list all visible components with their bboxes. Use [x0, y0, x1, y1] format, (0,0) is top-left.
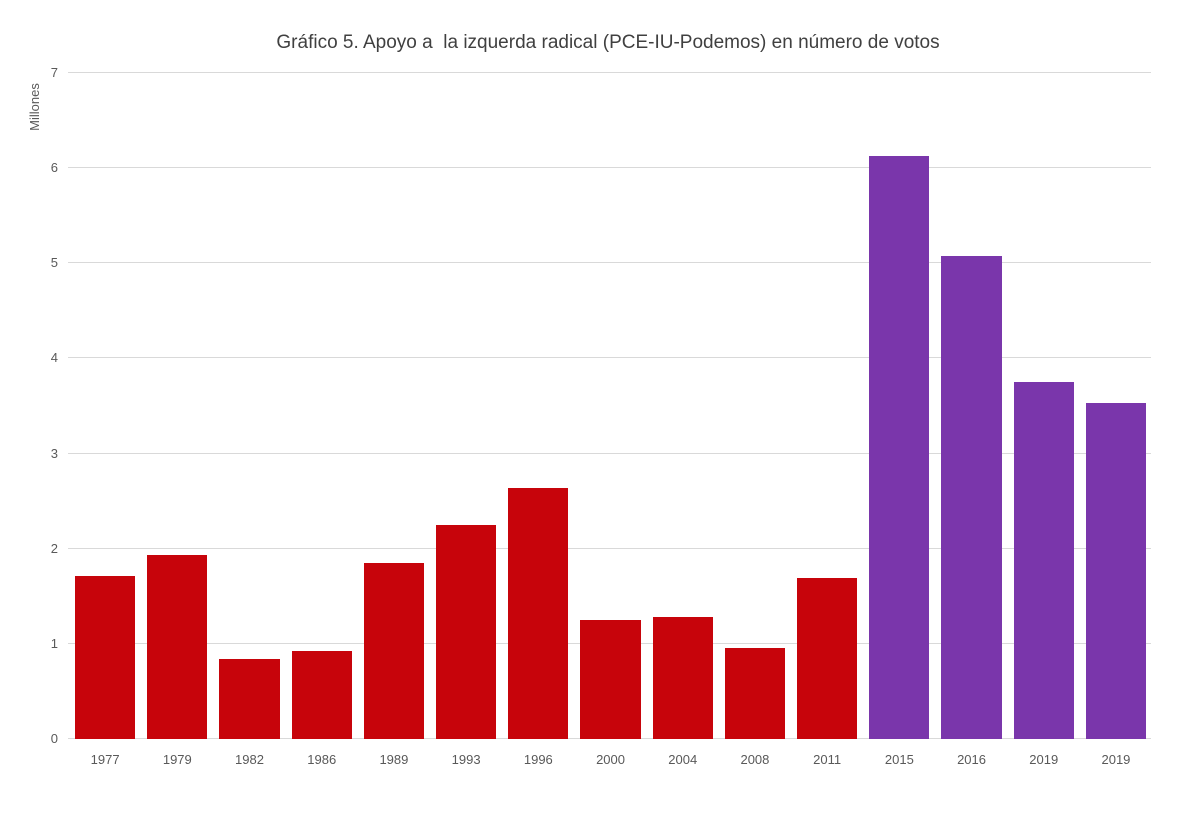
x-axis-labels: 1977 1979 1982 1986 1989 1993 1996 2000 2004 2008… [65, 751, 1151, 768]
bar-2008-9 [724, 647, 786, 739]
gridline-2 [68, 547, 1151, 549]
gridline-5 [68, 262, 1151, 264]
x-tick-label-2019-13: 2019 [1029, 752, 1059, 767]
bar-2019-13 [1013, 382, 1074, 739]
bar-2019-14 [1085, 403, 1147, 739]
bar-2000-7 [580, 620, 641, 739]
bar-1982-2 [219, 659, 280, 739]
y-tick-label-2: 2 [50, 540, 58, 556]
x-tick-label-1996-6: 1996 [523, 752, 553, 767]
bar-2004-8 [652, 617, 713, 739]
chart-title: Gráfico 5. Apoyo a la izquerda radical (… [276, 32, 940, 53]
bar-1989-4 [363, 563, 425, 739]
gridline-3 [68, 452, 1151, 454]
x-tick-label-2011-10: 2011 [813, 752, 842, 767]
y-tick-label-4: 4 [50, 350, 58, 366]
y-tick-label-6: 6 [50, 160, 58, 176]
gridline-4 [68, 357, 1151, 359]
gridline-6 [68, 167, 1151, 169]
x-tick-label-1979-1: 1979 [162, 752, 192, 767]
x-tick-label-2016-12: 2016 [957, 752, 986, 767]
bar-1977-0 [75, 576, 136, 739]
y-tick-label-3: 3 [50, 445, 58, 461]
bar-2016-12 [941, 255, 1002, 739]
x-tick-label-2008-9: 2008 [740, 752, 770, 767]
x-tick-label-1977-0: 1977 [90, 752, 120, 767]
bar-1993-5 [436, 524, 497, 739]
bar-2011-10 [797, 578, 858, 739]
y-tick-label-1: 1 [50, 635, 58, 651]
x-tick-label-2015-11: 2015 [884, 752, 914, 767]
y-axis-tick-labels: 0 1 2 3 4 5 6 7 [0, 65, 58, 746]
bar-2015-11 [869, 155, 930, 739]
bar-1986-3 [291, 650, 352, 739]
bar-1979-1 [147, 555, 208, 739]
x-tick-label-1989-4: 1989 [379, 752, 409, 767]
gridline-7 [68, 72, 1151, 73]
bars-plot-area [65, 73, 1151, 739]
bar-1996-6 [508, 487, 569, 739]
x-tick-label-2004-8: 2004 [668, 752, 698, 767]
x-tick-label-2019-14: 2019 [1101, 752, 1131, 767]
x-tick-label-1982-2: 1982 [235, 752, 264, 767]
x-tick-label-1986-3: 1986 [307, 752, 337, 767]
x-tick-label-1993-5: 1993 [451, 752, 481, 767]
y-tick-label-0: 0 [50, 731, 58, 746]
y-tick-label-7: 7 [50, 65, 58, 80]
y-tick-label-5: 5 [50, 255, 58, 271]
x-tick-label-2000-7: 2000 [596, 752, 625, 767]
